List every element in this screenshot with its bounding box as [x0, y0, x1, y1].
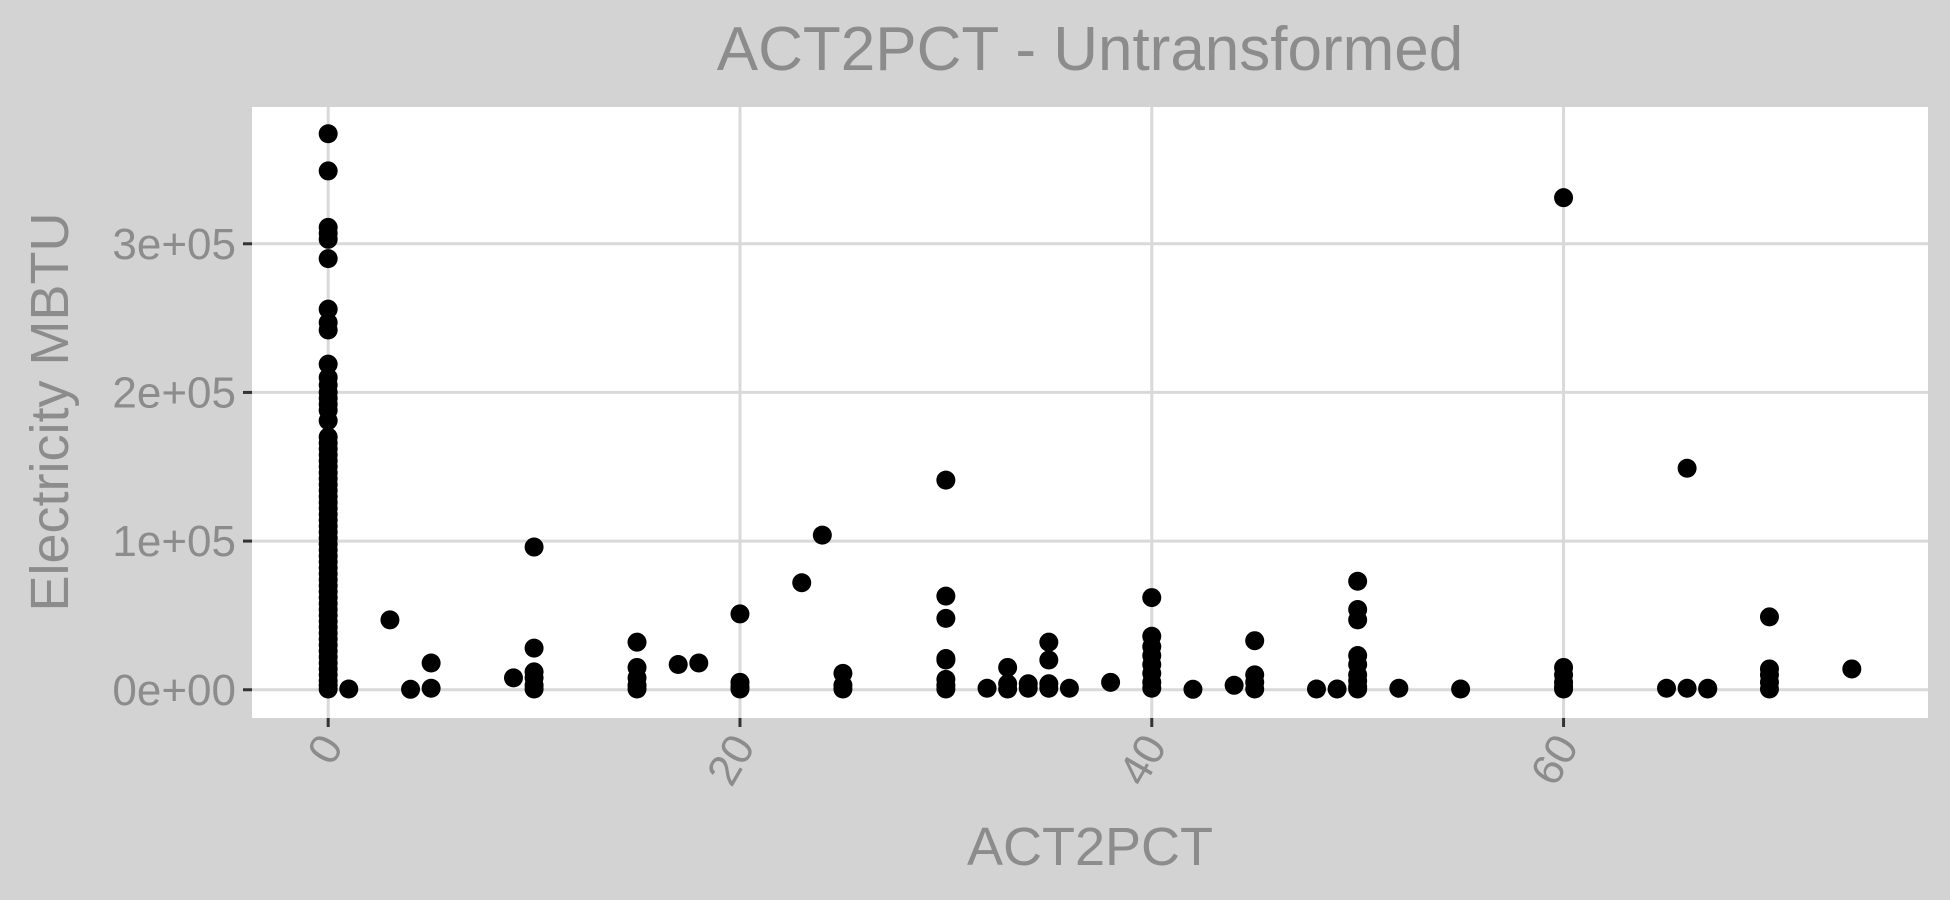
data-point: [1348, 610, 1368, 630]
data-point: [833, 679, 853, 699]
data-point: [1245, 631, 1265, 651]
data-point: [1759, 679, 1779, 699]
data-point: [1842, 659, 1862, 679]
data-point: [1657, 678, 1677, 698]
data-point: [627, 679, 647, 699]
data-point: [1039, 678, 1059, 698]
data-point: [1389, 678, 1409, 698]
data-point: [936, 586, 956, 606]
y-tick-label: 3e+05: [112, 220, 236, 269]
data-point: [318, 229, 338, 249]
data-point: [1677, 458, 1697, 478]
data-point: [318, 249, 338, 269]
data-point: [1554, 679, 1574, 699]
data-point: [936, 650, 956, 670]
data-point: [318, 411, 338, 431]
data-point: [1059, 678, 1079, 698]
data-point: [936, 608, 956, 628]
data-point: [401, 679, 421, 699]
data-point: [318, 679, 338, 699]
data-point: [1759, 607, 1779, 627]
data-point: [936, 679, 956, 699]
data-point: [421, 653, 441, 673]
data-point: [524, 638, 544, 658]
data-point: [503, 668, 523, 688]
data-point: [318, 320, 338, 340]
data-point: [318, 124, 338, 144]
y-tick-label: 2e+05: [112, 368, 236, 417]
data-point: [1245, 679, 1265, 699]
plot-panel: [252, 107, 1928, 718]
data-point: [1018, 678, 1038, 698]
data-point: [1142, 588, 1162, 608]
data-point: [1554, 188, 1574, 208]
data-point: [421, 678, 441, 698]
data-point: [1039, 650, 1059, 670]
y-tick-label: 0e+00: [112, 666, 236, 715]
data-points: [318, 124, 1862, 699]
data-point: [1327, 679, 1347, 699]
data-point: [380, 610, 400, 630]
data-point: [1224, 675, 1244, 695]
data-point: [1101, 672, 1121, 692]
data-point: [936, 470, 956, 490]
data-point: [998, 657, 1018, 677]
data-point: [730, 604, 750, 624]
data-point: [1451, 679, 1471, 699]
data-point: [977, 678, 997, 698]
data-point: [1677, 678, 1697, 698]
y-axis-title: Electricity MBTU: [20, 212, 80, 611]
chart-title: ACT2PCT - Untransformed: [717, 15, 1464, 84]
data-point: [812, 525, 832, 545]
data-point: [627, 632, 647, 652]
data-point: [1348, 679, 1368, 699]
data-point: [1142, 678, 1162, 698]
gridlines: [252, 107, 1928, 718]
data-point: [998, 679, 1018, 699]
data-point: [1183, 679, 1203, 699]
data-point: [689, 653, 709, 673]
data-point: [318, 354, 338, 374]
data-point: [730, 679, 750, 699]
data-point: [318, 161, 338, 181]
data-point: [1348, 571, 1368, 591]
data-point: [1306, 679, 1326, 699]
data-point: [339, 679, 359, 699]
data-point: [524, 679, 544, 699]
data-point: [1698, 679, 1718, 699]
data-point: [668, 654, 688, 674]
y-tick-label: 1e+05: [112, 517, 236, 566]
data-point: [1039, 632, 1059, 652]
data-point: [792, 573, 812, 593]
x-axis-title: ACT2PCT: [967, 817, 1213, 877]
data-point: [524, 537, 544, 557]
data-point: [318, 299, 338, 319]
